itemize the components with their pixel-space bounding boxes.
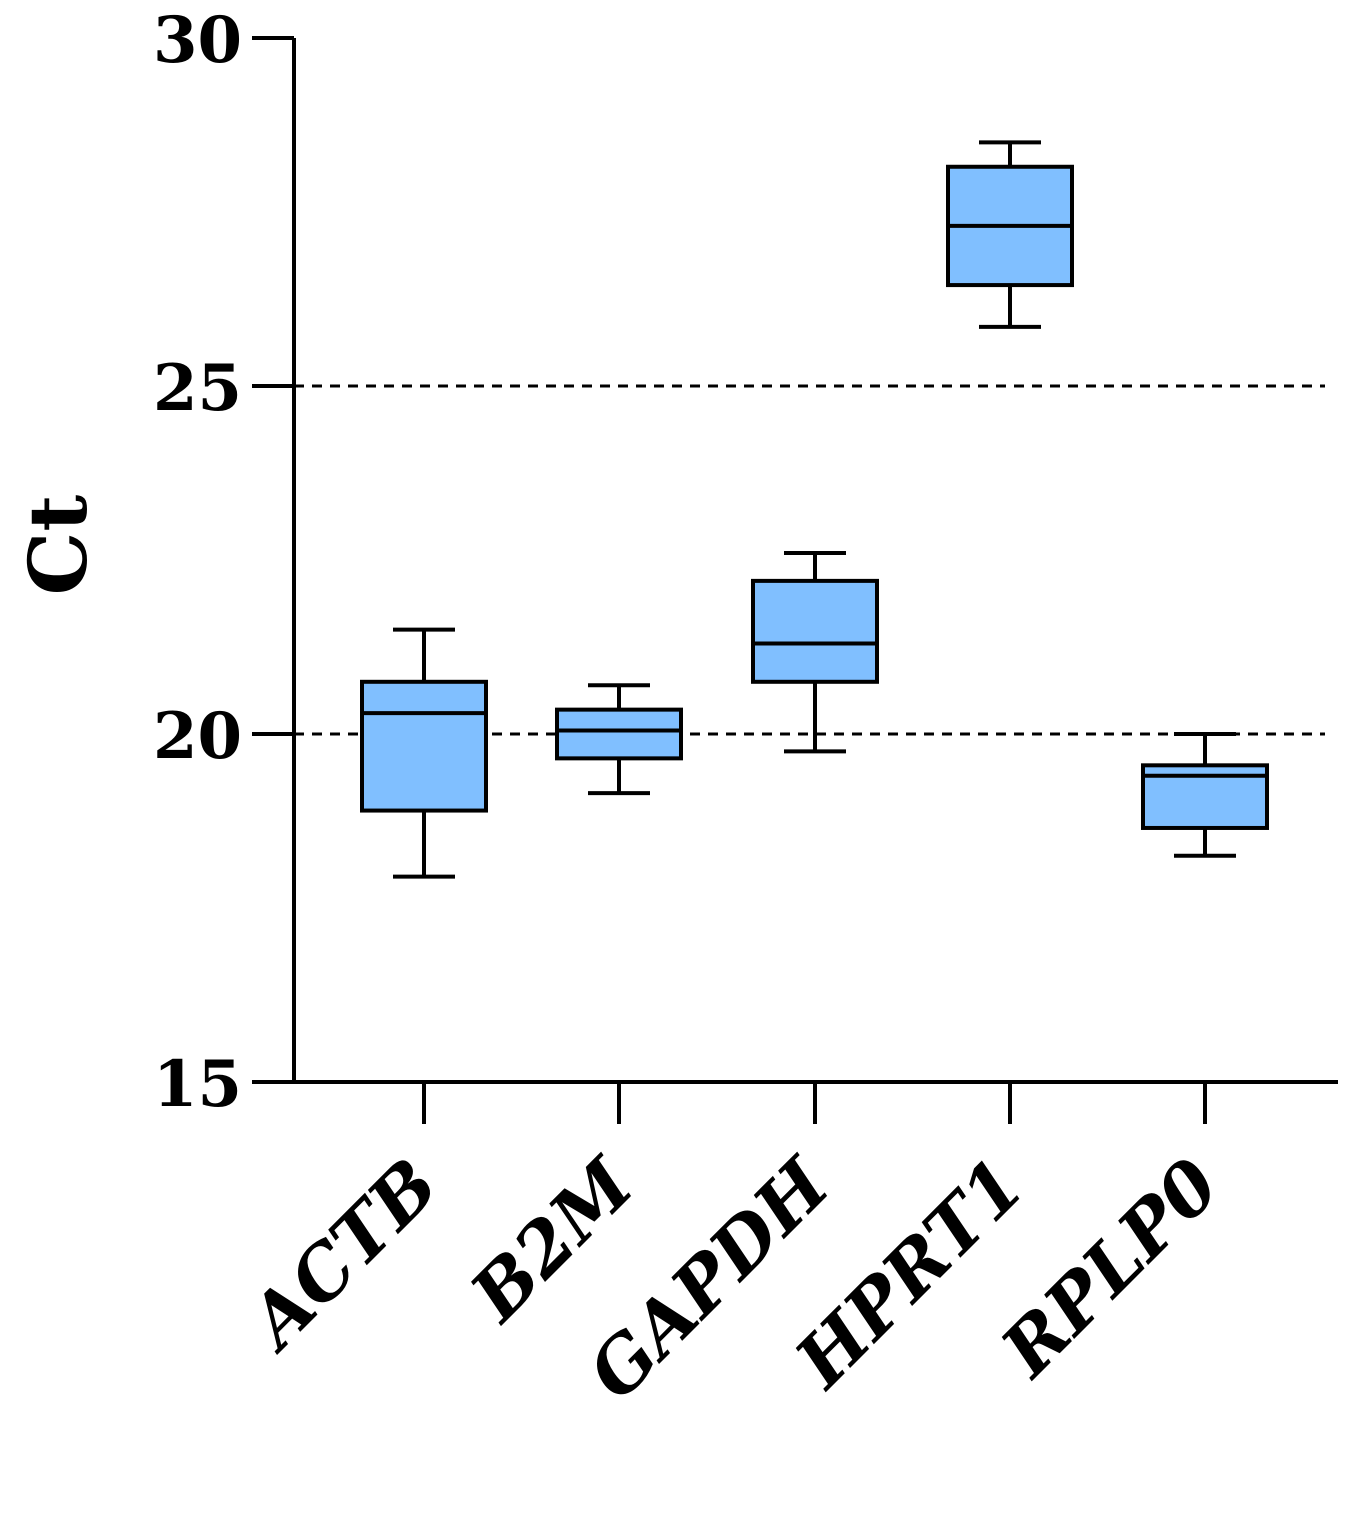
x-tick-label-RPLP0: RPLP0	[983, 1142, 1235, 1394]
box-RPLP0	[1141, 732, 1269, 858]
iqr-box-B2M	[555, 707, 683, 761]
y-ticks: 15 20 25 30	[153, 3, 294, 1122]
y-tick-label-15: 15	[153, 1047, 242, 1122]
box-HPRT1	[946, 140, 1074, 329]
y-tick-label-30: 30	[153, 3, 242, 78]
x-tick-label-ACTB: ACTB	[229, 1142, 454, 1367]
y-axis-title: Ct	[11, 495, 105, 596]
box-B2M	[555, 683, 683, 796]
box-GAPDH	[751, 551, 879, 754]
boxes	[360, 140, 1269, 879]
y-tick-label-20: 20	[153, 699, 242, 774]
iqr-box-GAPDH	[751, 578, 879, 684]
box-ACTB	[360, 627, 488, 879]
y-tick-label-25: 25	[153, 351, 242, 426]
iqr-box-ACTB	[360, 679, 488, 813]
